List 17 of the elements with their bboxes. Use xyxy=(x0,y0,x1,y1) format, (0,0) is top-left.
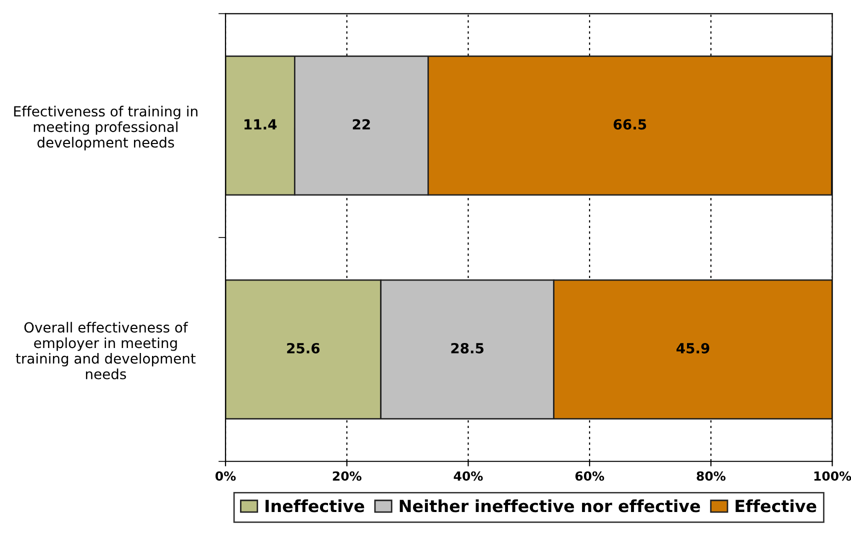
y-tick-label: Overall effectiveness of employer in meeting training and development needs xyxy=(16,322,196,380)
data-label: 11.4 xyxy=(244,119,277,130)
data-label: 25.6 xyxy=(287,342,320,354)
legend-label: Ineffective xyxy=(266,499,364,512)
data-label: 28.5 xyxy=(451,342,484,354)
legend-label: Effective xyxy=(736,499,816,512)
data-label: 45.9 xyxy=(676,342,710,354)
y-tick-label: Effectiveness of training in meeting professional development needs xyxy=(14,106,198,150)
x-tick-label: 0% xyxy=(216,471,236,481)
legend-label: Neither ineffective nor effective xyxy=(400,499,700,512)
x-tick-label: 100% xyxy=(814,471,851,481)
x-tick-label: 20% xyxy=(332,471,362,481)
data-label: 22 xyxy=(352,119,370,130)
x-tick-label: 40% xyxy=(454,471,483,481)
data-label: 66.5 xyxy=(614,119,646,130)
x-tick-label: 80% xyxy=(696,471,726,481)
x-tick-label: 60% xyxy=(575,471,604,481)
